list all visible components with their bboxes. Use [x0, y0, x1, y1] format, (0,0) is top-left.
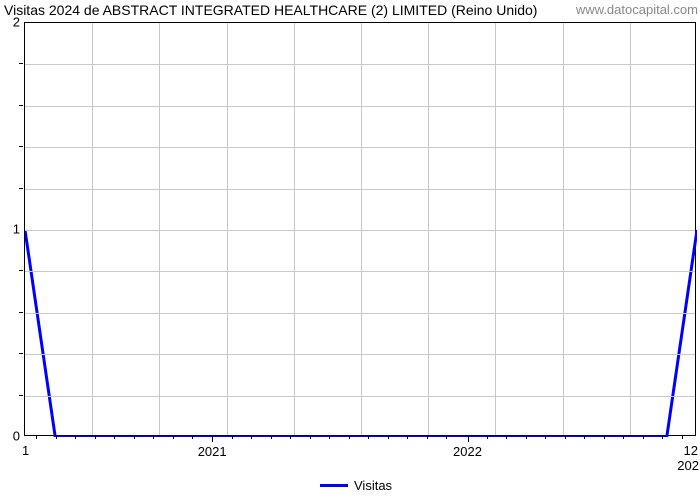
x-minor-tick: [623, 436, 624, 439]
x-minor-tick: [545, 436, 546, 439]
gridline-horizontal: [25, 396, 695, 397]
x-minor-tick: [407, 436, 408, 439]
gridline-horizontal: [25, 354, 695, 355]
y-minor-tick: [19, 353, 23, 354]
y-minor-tick: [19, 105, 23, 106]
gridline-horizontal: [25, 189, 695, 190]
x-minor-tick: [368, 436, 369, 439]
x-minor-tick: [271, 436, 272, 439]
watermark-text: www.datocapital.com: [576, 2, 698, 17]
legend-label: Visitas: [354, 478, 392, 493]
x-minor-tick: [290, 436, 291, 439]
x-minor-tick: [75, 436, 76, 439]
x-major-tick: [468, 436, 469, 442]
gridline-horizontal: [25, 64, 695, 65]
legend: Visitas: [320, 478, 392, 493]
x-minor-tick: [310, 436, 311, 439]
y-tick-label: 0: [6, 429, 20, 444]
y-minor-tick: [19, 395, 23, 396]
gridline-vertical: [428, 23, 429, 435]
gridline-horizontal: [25, 106, 695, 107]
x-corner-right-2: 202: [677, 458, 699, 473]
gridline-vertical: [294, 23, 295, 435]
x-corner-left: 1: [22, 443, 29, 458]
x-tick-label: 2022: [453, 444, 482, 459]
chart-container: { "chart": { "type": "line", "title": "V…: [0, 0, 700, 500]
gridline-vertical: [92, 23, 93, 435]
x-minor-tick: [153, 436, 154, 439]
x-minor-tick: [232, 436, 233, 439]
x-minor-tick: [487, 436, 488, 439]
gridline-horizontal: [25, 271, 695, 272]
x-major-tick: [212, 436, 213, 442]
gridline-vertical: [227, 23, 228, 435]
x-minor-tick: [114, 436, 115, 439]
x-minor-tick: [95, 436, 96, 439]
x-minor-tick: [526, 436, 527, 439]
legend-swatch: [320, 484, 348, 487]
gridline-vertical: [495, 23, 496, 435]
x-minor-tick: [643, 436, 644, 439]
gridline-vertical: [630, 23, 631, 435]
gridline-horizontal: [25, 147, 695, 148]
x-minor-tick: [584, 436, 585, 439]
gridline-horizontal: [25, 313, 695, 314]
x-minor-tick: [134, 436, 135, 439]
chart-title: Visitas 2024 de ABSTRACT INTEGRATED HEAL…: [4, 2, 537, 18]
y-minor-tick: [19, 270, 23, 271]
x-minor-tick: [682, 436, 683, 439]
x-minor-tick: [662, 436, 663, 439]
x-minor-tick: [565, 436, 566, 439]
x-minor-tick: [251, 436, 252, 439]
y-minor-tick: [19, 312, 23, 313]
y-minor-tick: [19, 188, 23, 189]
x-minor-tick: [388, 436, 389, 439]
plot-area: [24, 22, 696, 436]
x-minor-tick: [506, 436, 507, 439]
x-minor-tick: [192, 436, 193, 439]
x-corner-right-1: 12: [684, 443, 698, 458]
gridline-vertical: [563, 23, 564, 435]
gridline-horizontal: [25, 230, 695, 231]
x-minor-tick: [427, 436, 428, 439]
y-tick-label: 2: [6, 15, 20, 30]
x-minor-tick: [329, 436, 330, 439]
x-minor-tick: [36, 436, 37, 439]
y-minor-tick: [19, 146, 23, 147]
x-minor-tick: [173, 436, 174, 439]
gridline-vertical: [361, 23, 362, 435]
x-tick-label: 2021: [198, 444, 227, 459]
x-minor-tick: [56, 436, 57, 439]
x-minor-tick: [446, 436, 447, 439]
x-minor-tick: [349, 436, 350, 439]
y-minor-tick: [19, 63, 23, 64]
x-minor-tick: [604, 436, 605, 439]
gridline-vertical: [159, 23, 160, 435]
y-tick-label: 1: [6, 222, 20, 237]
